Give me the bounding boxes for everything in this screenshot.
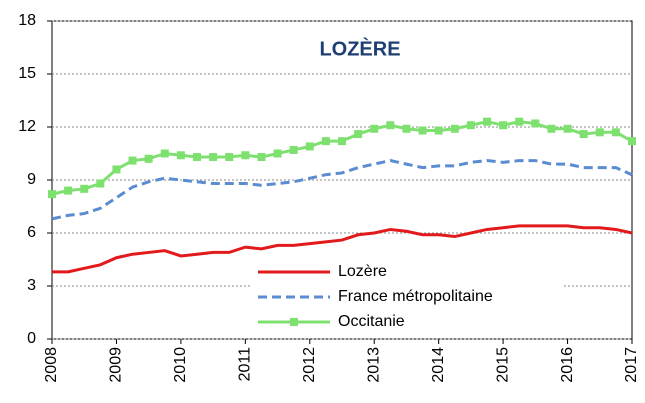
marker bbox=[257, 153, 266, 162]
marker bbox=[96, 179, 105, 188]
y-tick-label: 18 bbox=[18, 12, 36, 29]
marker bbox=[499, 121, 508, 130]
y-tick-label: 3 bbox=[27, 277, 36, 294]
x-tick-label: 2009 bbox=[108, 347, 125, 383]
y-tick-label: 12 bbox=[18, 118, 36, 135]
series-line bbox=[51, 120, 633, 196]
x-tick-label: 2012 bbox=[301, 347, 318, 383]
marker bbox=[611, 128, 620, 137]
marker bbox=[241, 151, 250, 160]
legend-label: Occitanie bbox=[338, 313, 405, 330]
x-tick-label: 2008 bbox=[43, 347, 60, 383]
marker bbox=[338, 137, 346, 146]
marker bbox=[483, 117, 491, 126]
marker bbox=[370, 124, 379, 133]
marker bbox=[321, 137, 330, 146]
x-tick-label: 2016 bbox=[559, 347, 576, 383]
marker bbox=[273, 149, 282, 158]
chart-title: LOZÈRE bbox=[319, 37, 400, 60]
y-tick-label: 0 bbox=[27, 330, 36, 347]
marker bbox=[225, 153, 234, 162]
y-tick-label: 6 bbox=[27, 224, 36, 241]
series-line bbox=[51, 159, 633, 221]
marker bbox=[64, 186, 73, 195]
marker bbox=[289, 145, 298, 154]
x-tick-label: 2014 bbox=[430, 347, 447, 383]
marker bbox=[628, 137, 636, 146]
marker bbox=[128, 156, 137, 165]
y-tick-label: 9 bbox=[27, 171, 36, 188]
marker bbox=[193, 153, 201, 162]
marker bbox=[402, 124, 411, 133]
marker bbox=[466, 121, 475, 130]
marker bbox=[305, 142, 314, 151]
marker bbox=[450, 124, 459, 133]
marker bbox=[595, 128, 604, 137]
x-tick-label: 2011 bbox=[237, 347, 254, 382]
marker bbox=[354, 130, 363, 139]
marker bbox=[515, 117, 524, 126]
marker bbox=[144, 154, 153, 163]
marker bbox=[434, 126, 443, 135]
marker bbox=[418, 126, 427, 135]
x-tick-label: 2015 bbox=[494, 347, 511, 383]
x-tick-label: 2017 bbox=[623, 347, 640, 383]
marker bbox=[160, 149, 169, 158]
marker bbox=[80, 184, 89, 193]
marker bbox=[176, 151, 185, 160]
legend-label: France métropolitaine bbox=[338, 288, 493, 305]
y-tick-label: 15 bbox=[18, 65, 36, 82]
x-tick-label: 2013 bbox=[365, 347, 382, 383]
x-tick-label: 2010 bbox=[172, 347, 189, 383]
marker bbox=[531, 119, 540, 128]
marker bbox=[563, 124, 572, 133]
marker bbox=[386, 121, 395, 130]
marker bbox=[112, 165, 121, 174]
marker bbox=[579, 130, 588, 139]
legend-label: Lozère bbox=[338, 263, 387, 280]
series-line bbox=[52, 224, 633, 274]
marker bbox=[547, 124, 556, 133]
marker bbox=[209, 153, 218, 162]
marker bbox=[48, 190, 56, 199]
legend-marker bbox=[290, 318, 298, 326]
